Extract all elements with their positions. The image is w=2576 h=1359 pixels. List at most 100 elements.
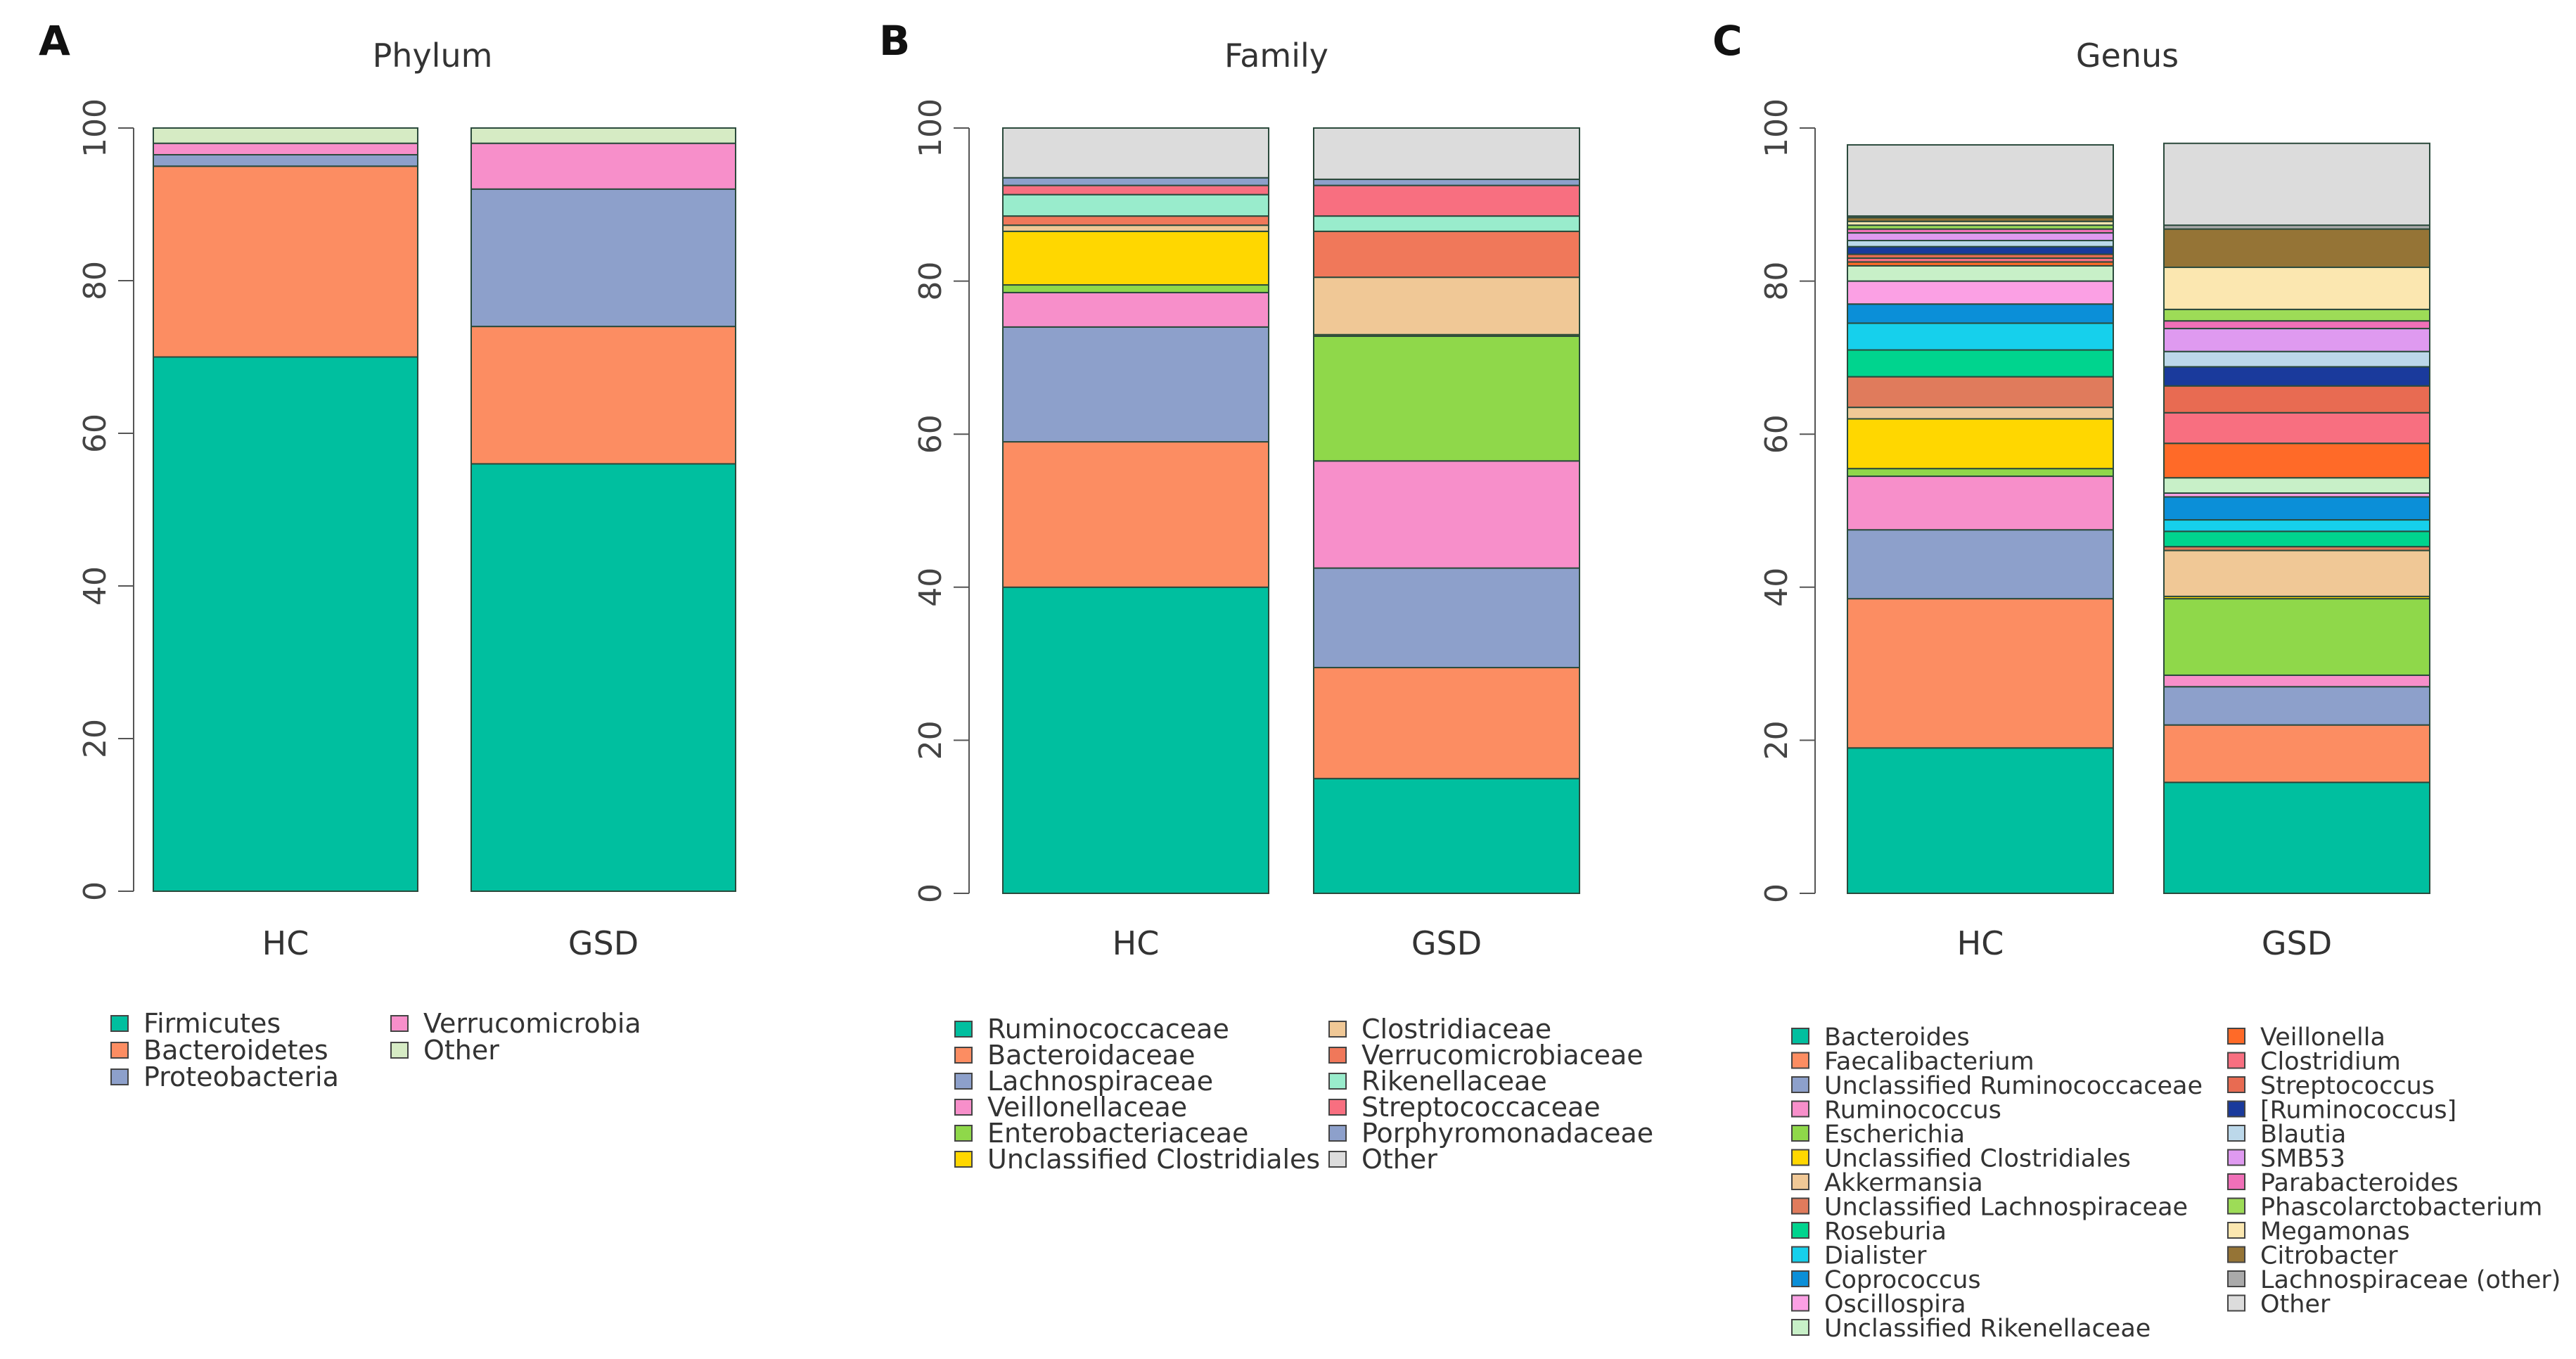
legend-swatch-lachnospiraceae-other <box>2227 1270 2245 1287</box>
bar-segment-escherichia-gsd <box>2163 598 2430 676</box>
bar-segment-smb53-hc <box>1847 232 2114 241</box>
y-tick-label: 0 <box>913 883 949 903</box>
bar-segment-clostridiaceae-gsd <box>1313 276 1580 336</box>
legend-label: Clostridiaceae <box>1361 1014 1551 1045</box>
legend: Ruminococcaceae Clostridiaceae Bacteroidac… <box>954 1014 1653 1175</box>
bar-segment-bacteroides-hc <box>1847 747 2114 895</box>
bar-segment-parabacteroides-gsd <box>2163 320 2430 330</box>
legend-label: Unclassified Clostridiales <box>1824 1145 2131 1173</box>
legend-swatch-ruminococcus <box>2227 1100 2245 1118</box>
legend-label: Firmicutes <box>143 1008 281 1039</box>
y-tick-label: 80 <box>77 261 113 300</box>
y-tick-label: 60 <box>913 414 949 454</box>
legend-swatch-proteobacteria <box>110 1068 129 1085</box>
bar-segment-ruminococcus-hc <box>1847 476 2114 531</box>
panel-family: B Family 0 20 40 60 80 100 HC GSD Ruminococcaceae C… <box>879 17 1653 1175</box>
bar-segment-streptococcus-gsd <box>2163 385 2430 414</box>
legend-swatch-akkermansia <box>1791 1173 1809 1190</box>
legend-swatch-clostridium <box>2227 1052 2245 1069</box>
legend-swatch-escherichia <box>1791 1125 1809 1142</box>
legend-label: Ruminococcus <box>1824 1097 2001 1125</box>
bar-segment-rikenellaceae-hc <box>1002 193 1269 217</box>
legend-swatch-bacteroidetes <box>110 1042 129 1059</box>
bar-segment-enterobacteriaceae-gsd <box>1313 335 1580 462</box>
legend-label: Unclassified Ruminococcaceae <box>1824 1072 2203 1100</box>
legend-swatch-unclassified-clostridiales <box>954 1151 973 1168</box>
legend-label: Unclassified Rikenellaceae <box>1824 1315 2151 1343</box>
legend-label: Unclassified Clostridiales <box>987 1144 1320 1175</box>
y-tick-label: 20 <box>913 720 949 760</box>
legend-label: Streptococcus <box>2260 1072 2435 1100</box>
legend-swatch-ruminococcaceae <box>954 1021 973 1038</box>
bar-segment-veillonellaceae-gsd <box>1313 460 1580 569</box>
bar-segment-clostridium-gsd <box>2163 411 2430 445</box>
legend-swatch-verrucomicrobiaceae <box>1328 1047 1347 1064</box>
bar-segment-enterobacteriaceae-hc <box>1002 284 1269 293</box>
chart-title: Family <box>1224 37 1328 75</box>
bar-segment-firmicutes-gsd <box>470 463 736 892</box>
panel-label: A <box>39 17 70 65</box>
legend-swatch-lachnospiraceae <box>954 1073 973 1090</box>
bar-segment-porphyromonadaceae-hc <box>1002 177 1269 186</box>
legend-label: Bacteroidetes <box>143 1035 328 1066</box>
y-tick-label: 40 <box>913 568 949 607</box>
bar-gsd <box>2163 142 2430 894</box>
bar-segment-bacteroides-gsd <box>2163 781 2430 894</box>
legend-label: Phascolarctobacterium <box>2260 1194 2542 1222</box>
y-tick-label: 60 <box>1759 414 1795 454</box>
legend-label: Rikenellaceae <box>1361 1066 1547 1097</box>
bar-segment-dialister-gsd <box>2163 519 2430 532</box>
bar-segment-unclassified-clostridiales-hc <box>1002 230 1269 286</box>
bar-segment-streptococcaceae-hc <box>1002 184 1269 196</box>
x-tick-label: GSD <box>2262 924 2332 962</box>
legend-label: Enterobacteriaceae <box>987 1118 1248 1149</box>
legend-label: Lachnospiraceae (other) <box>2260 1266 2561 1294</box>
bar-segment-lachnospiraceae-hc <box>1002 326 1269 443</box>
bar-segment-verrucomicrobiaceae-hc <box>1002 215 1269 226</box>
x-tick-label: GSD <box>1411 924 1482 962</box>
bar-segment-unclassified-rikenellaceae-hc <box>1847 264 2114 282</box>
bar-hc <box>1002 127 1269 894</box>
legend-swatch-blautia <box>2227 1125 2245 1142</box>
bar-segment-ruminococcaceae-gsd <box>1313 777 1580 895</box>
legend-label: Lachnospiraceae <box>987 1066 1213 1097</box>
bar-segment-firmicutes-hc <box>153 356 418 892</box>
bar-gsd <box>1313 127 1580 895</box>
x-tick-label: HC <box>262 924 309 962</box>
y-tick-label: 60 <box>77 414 113 453</box>
y-tick-label: 0 <box>1759 883 1795 903</box>
bar-segment-unclassified-ruminococcaceae-gsd <box>2163 686 2430 726</box>
legend-swatch-clostridiaceae <box>1328 1021 1347 1038</box>
panel-genus: C Genus 0 20 40 60 80 100 HC GSD Bacteroides Veillo… <box>1712 17 2561 1343</box>
legend-swatch-veillonellaceae <box>954 1099 973 1116</box>
legend-swatch-bacteroidaceae <box>954 1047 973 1064</box>
legend-swatch-parabacteroides <box>2227 1173 2245 1190</box>
legend-swatch-smb53 <box>2227 1149 2245 1166</box>
legend-swatch-coprococcus <box>1791 1270 1809 1287</box>
bar-segment-megamonas-gsd <box>2163 267 2430 310</box>
bar-segment-oscillospira-hc <box>1847 280 2114 305</box>
chart-title: Genus <box>2076 37 2179 75</box>
legend-swatch-other <box>2227 1294 2245 1312</box>
panel-label: C <box>1712 17 1743 65</box>
bar-segment-coprococcus-hc <box>1847 303 2114 324</box>
bar-segment-citrobacter-gsd <box>2163 228 2430 269</box>
legend-label: Megamonas <box>2260 1218 2410 1246</box>
legend-swatch-citrobacter <box>2227 1246 2245 1263</box>
x-tick-label: HC <box>1957 924 2004 962</box>
bar-segment-streptococcaceae-gsd <box>1313 184 1580 217</box>
y-tick-label: 0 <box>77 881 113 901</box>
bar-segment-akkermansia-gsd <box>2163 549 2430 597</box>
panel-phylum: A Phylum 0 20 40 60 80 100 HC GSD Firmicutes Verruc… <box>39 17 736 1092</box>
legend-label: Verrucomicrobiaceae <box>1361 1040 1643 1071</box>
legend-label: Bacteroides <box>1824 1023 1970 1052</box>
bar-segment-veillonella-gsd <box>2163 442 2430 479</box>
legend-label: Other <box>423 1035 499 1066</box>
bar-segment-ruminococcus-gsd <box>2163 674 2430 688</box>
bar-segment-veillonellaceae-hc <box>1002 291 1269 328</box>
legend-label: Oscillospira <box>1824 1291 1966 1319</box>
legend-label: Parabacteroides <box>2260 1169 2459 1197</box>
legend-label: Clostridium <box>2260 1048 2401 1076</box>
